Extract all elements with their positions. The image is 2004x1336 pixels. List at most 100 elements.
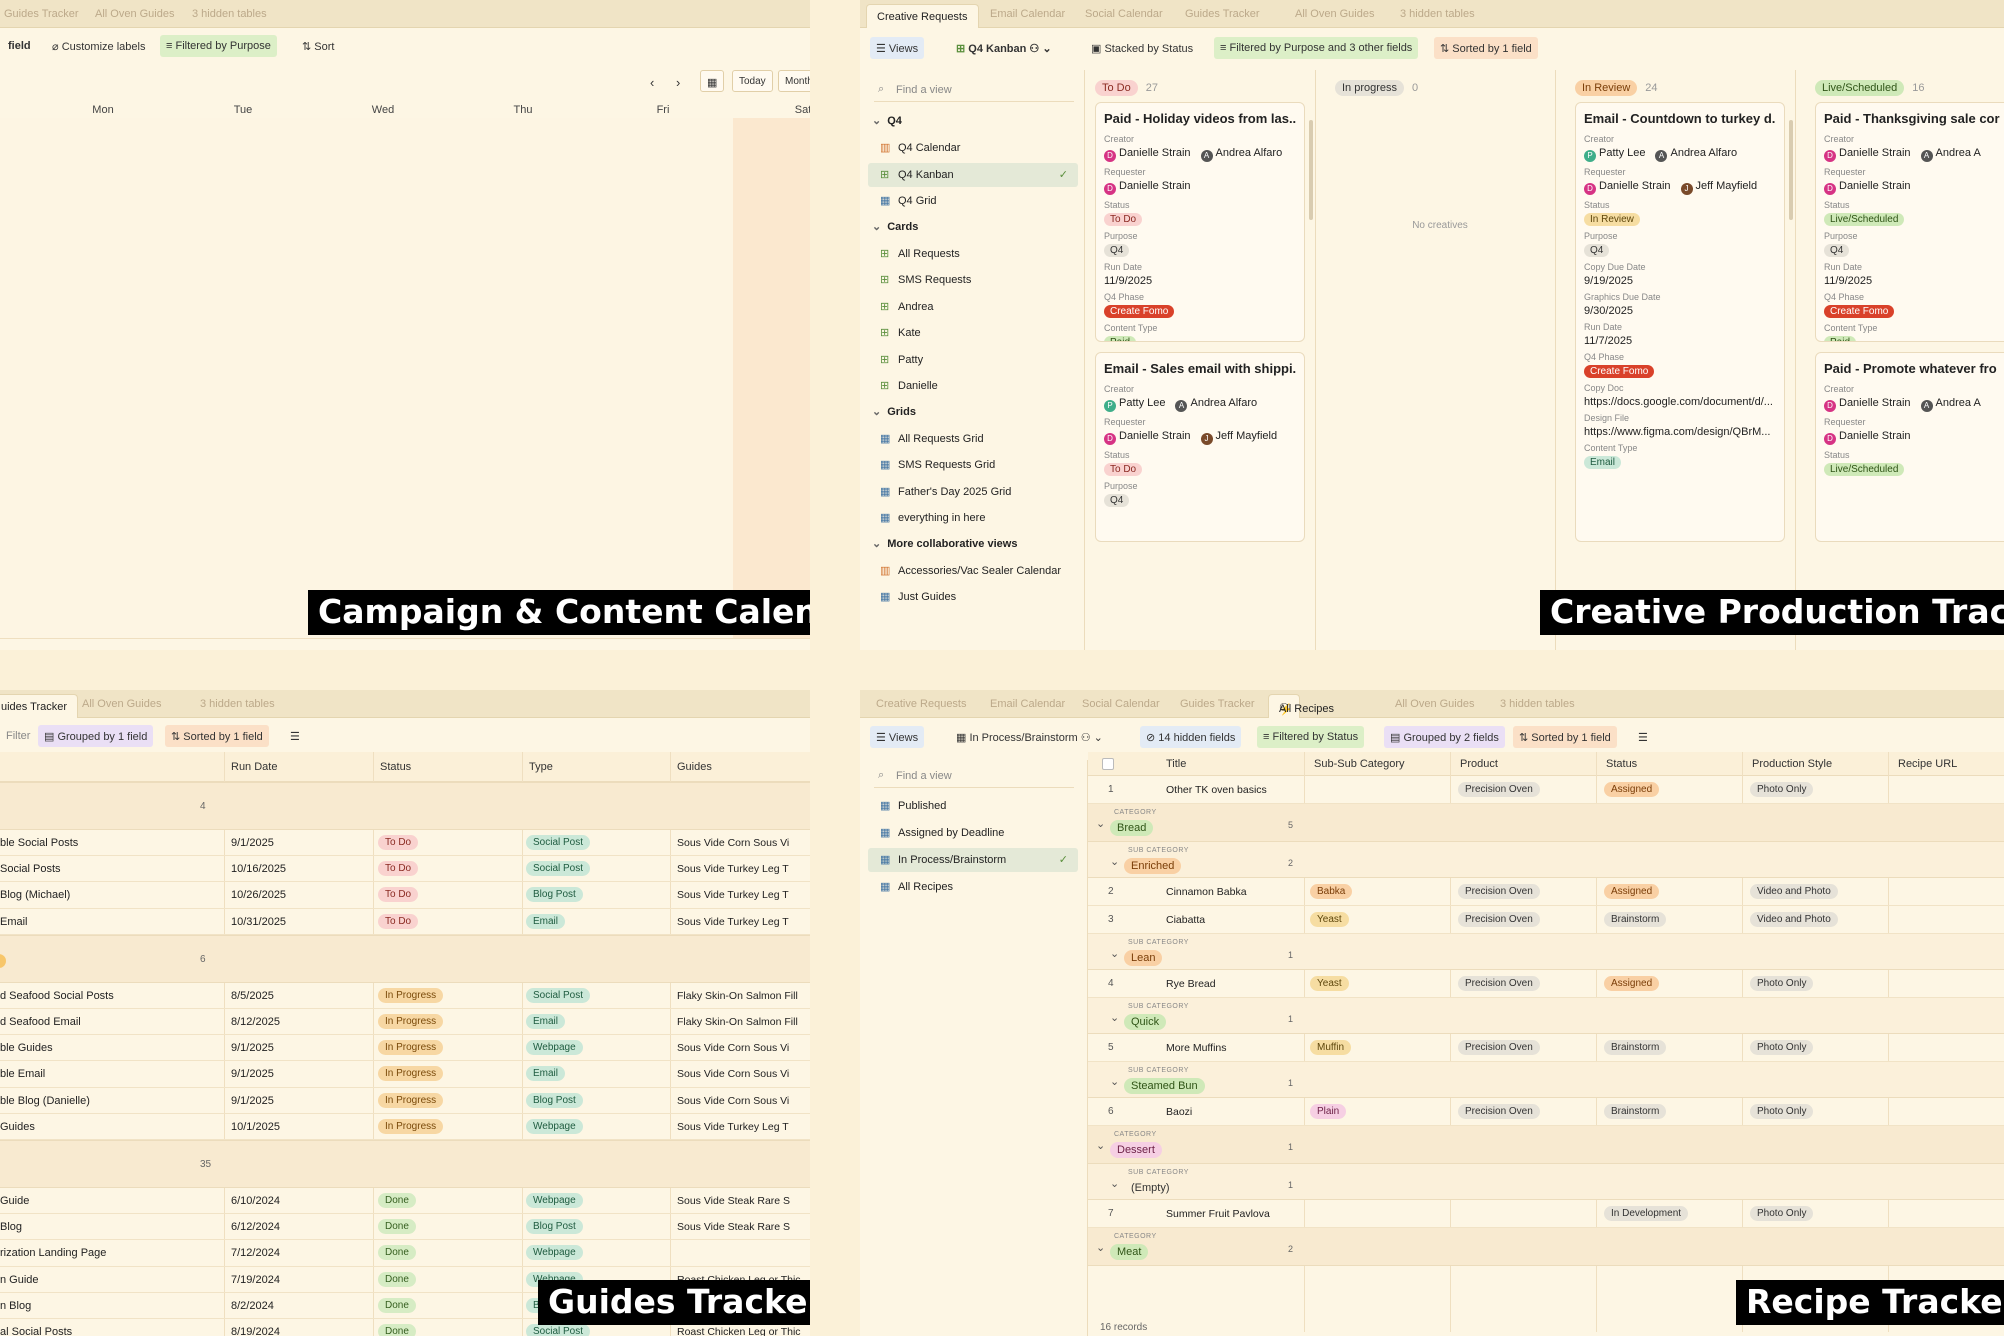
col-run-date[interactable]: Run Date <box>231 761 278 773</box>
table-row[interactable]: al Social Posts 8/19/2024 Done Social Post R… <box>0 1319 810 1336</box>
kanban-card[interactable]: Paid - Holiday videos from las... Creator… <box>1095 102 1305 342</box>
table-row[interactable]: ble Blog (Danielle) 9/1/2025 In Progress Bl… <box>0 1088 810 1114</box>
table-row[interactable]: 7 Summer Fruit Pavlova In Development Photo… <box>1088 1200 2004 1228</box>
next-month-button[interactable]: › <box>676 75 681 90</box>
sidebar-item[interactable]: ▦ Published <box>868 794 1078 818</box>
find-view-input[interactable]: ⌕ Find a view <box>874 80 1074 102</box>
tab-all-oven-guides[interactable]: All Oven Guides <box>95 8 175 20</box>
sidebar-item[interactable]: ⊞ Patty <box>868 348 1078 372</box>
tab-email-calendar[interactable]: Email Calendar <box>990 8 1066 20</box>
sidebar-item[interactable]: ▥ Q4 Calendar <box>868 136 1078 160</box>
table-row[interactable]: Email 10/31/2025 To Do Email Sous Vide Turke… <box>0 909 810 935</box>
sidebar-item[interactable]: ▦ SMS Requests Grid <box>868 453 1078 477</box>
group-header[interactable]: 4 <box>0 782 810 830</box>
subcategory-group-header[interactable]: ⌄ SUB CATEGORY (Empty) 1 <box>1088 1164 2004 1200</box>
sidebar-item[interactable]: ▦ In Process/Brainstorm ✓ <box>868 848 1078 872</box>
views-button[interactable]: ☰ Views <box>870 37 925 59</box>
tab-social-calendar[interactable]: Social Calendar <box>1082 698 1160 710</box>
col-guides[interactable]: Guides <box>677 761 712 773</box>
table-row[interactable]: rization Landing Page 7/12/2024 Done Webpag… <box>0 1240 810 1267</box>
sidebar-item[interactable]: ▦ Just Guides <box>868 585 1078 609</box>
row-height-icon[interactable]: ☰ <box>290 731 300 743</box>
tab-all-oven-guides[interactable]: All Oven Guides <box>1295 8 1375 20</box>
tab-hidden-tables[interactable]: 3 hidden tables <box>200 698 275 710</box>
find-view-input[interactable]: ⌕ Find a view <box>874 766 1074 788</box>
col-status[interactable]: Status <box>1606 758 1638 770</box>
col-status[interactable]: Status <box>380 761 412 773</box>
sidebar-item[interactable]: ▥ Accessories/Vac Sealer Calendar <box>868 559 1078 583</box>
tab-guides-tracker[interactable]: Guides Tracker <box>1185 8 1260 20</box>
customize-labels-button[interactable]: ⌀ Customize labels <box>46 35 151 57</box>
table-row[interactable]: ble Guides 9/1/2025 In Progress Webpage Sous… <box>0 1035 810 1062</box>
subcategory-group-header[interactable]: ⌄ SUB CATEGORY Steamed Bun 1 <box>1088 1062 2004 1098</box>
table-row[interactable]: ble Social Posts 9/1/2025 To Do Social Post… <box>0 830 810 857</box>
sidebar-section-1[interactable]: ⌄ Cards <box>872 220 918 233</box>
sort-button[interactable]: ⇅ Sorted by 1 field <box>165 725 269 747</box>
table-row[interactable]: 1 Other TK oven basics Precision Oven Assig… <box>1088 776 2004 804</box>
today-button[interactable]: Today <box>732 70 773 92</box>
table-row[interactable]: Guide 6/10/2024 Done Webpage Sous Vide Steak… <box>0 1188 810 1215</box>
sidebar-item[interactable]: ⊞ Andrea <box>868 295 1078 319</box>
category-group-header[interactable]: ⌄ CATEGORY Meat 2 <box>1088 1228 2004 1266</box>
tab-guides-tracker[interactable]: uides Tracker <box>0 694 79 718</box>
scrollbar[interactable] <box>1309 120 1313 220</box>
group-header[interactable]: 35 <box>0 1140 810 1188</box>
month-button[interactable]: Month <box>778 70 810 92</box>
sort-button[interactable]: ⇅ Sorted by 1 field <box>1434 37 1538 59</box>
kanban-card[interactable]: Paid - Thanksgiving sale cor Creator D Dani… <box>1815 102 2004 342</box>
row-height-icon[interactable]: ☰ <box>1638 732 1648 744</box>
tab-social-calendar[interactable]: Social Calendar <box>1085 8 1163 20</box>
kanban-card[interactable]: Paid - Promote whatever fro Creator D Danie… <box>1815 352 2004 542</box>
column-header[interactable]: Live/Scheduled 16 <box>1815 80 1924 96</box>
filter-button[interactable]: ≡ Filtered by Purpose and 3 other fields <box>1214 37 1419 59</box>
calendar-icon[interactable]: ▦ <box>700 70 725 92</box>
sidebar-item[interactable]: ▦ Father's Day 2025 Grid <box>868 480 1078 504</box>
views-button[interactable]: ☰ Views <box>870 726 925 748</box>
current-view-button[interactable]: ⊞ Q4 Kanban ⚇ ⌄ <box>956 43 1052 55</box>
table-row[interactable]: Blog 6/12/2024 Done Blog Post Sous Vide Stea… <box>0 1214 810 1241</box>
sidebar-section-2[interactable]: ⌄ Grids <box>872 405 916 418</box>
tab-creative-requests[interactable]: Creative Requests <box>866 4 979 28</box>
select-all-checkbox[interactable] <box>1102 758 1114 770</box>
scrollbar[interactable] <box>1789 120 1793 220</box>
sidebar-item[interactable]: ▦ Assigned by Deadline <box>868 821 1078 845</box>
group-header[interactable]: 6 <box>0 934 810 983</box>
subcategory-group-header[interactable]: ⌄ SUB CATEGORY Enriched 2 <box>1088 842 2004 878</box>
sidebar-item[interactable]: ▦ All Requests Grid <box>868 427 1078 451</box>
tab-guides-tracker[interactable]: Guides Tracker <box>1180 698 1255 710</box>
table-row[interactable]: Blog (Michael) 10/26/2025 To Do Blog Post So… <box>0 882 810 909</box>
sort-button[interactable]: ⇅ Sorted by 1 field <box>1513 726 1617 748</box>
col-title[interactable]: Title <box>1166 758 1187 770</box>
table-row[interactable]: Guides 10/1/2025 In Progress Webpage Sous Vi… <box>0 1114 810 1140</box>
col-recipe-url[interactable]: Recipe URL <box>1898 758 1958 770</box>
category-group-header[interactable]: ⌄ CATEGORY Bread 5 <box>1088 804 2004 842</box>
group-button[interactable]: ▤ Grouped by 1 field <box>38 725 154 747</box>
tab-all-recipes[interactable]: ⚡ All Recipes ⚇ <box>1268 694 1334 718</box>
tab-all-oven-guides[interactable]: All Oven Guides <box>1395 698 1475 710</box>
sidebar-item[interactable]: ▦ All Recipes <box>868 875 1078 899</box>
col-production-style[interactable]: Production Style <box>1752 758 1833 770</box>
tab-hidden-tables[interactable]: 3 hidden tables <box>192 8 267 20</box>
sidebar-item[interactable]: ⊞ Danielle <box>868 374 1078 398</box>
filter-button[interactable]: ≡ Filtered by Purpose <box>160 35 277 57</box>
sidebar-section-3[interactable]: ⌄ More collaborative views <box>872 537 1017 550</box>
subcategory-group-header[interactable]: ⌄ SUB CATEGORY Lean 1 <box>1088 934 2004 970</box>
tab-email-calendar[interactable]: Email Calendar <box>990 698 1066 710</box>
prev-month-button[interactable]: ‹ <box>650 75 655 90</box>
col-sub-sub-category[interactable]: Sub-Sub Category <box>1314 758 1405 770</box>
table-row[interactable]: 2 Cinnamon Babka Babka Precision Oven Assign… <box>1088 878 2004 906</box>
table-row[interactable]: 6 Baozi Plain Precision Oven Brainstorm Photo… <box>1088 1098 2004 1126</box>
stack-button[interactable]: ▣ Stacked by Status <box>1085 37 1199 59</box>
col-type[interactable]: Type <box>529 761 553 773</box>
column-header[interactable]: In progress 0 <box>1335 80 1418 96</box>
col-product[interactable]: Product <box>1460 758 1498 770</box>
table-row[interactable]: 3 Ciabatta Yeast Precision Oven Brainstorm Vi… <box>1088 906 2004 934</box>
tab-guides-tracker[interactable]: Guides Tracker <box>4 8 79 20</box>
tab-hidden-tables[interactable]: 3 hidden tables <box>1400 8 1475 20</box>
kanban-card[interactable]: Email - Sales email with shippi... Creato… <box>1095 352 1305 542</box>
table-row[interactable]: Social Posts 10/16/2025 To Do Social Post So… <box>0 856 810 883</box>
field-button[interactable]: field <box>8 40 31 52</box>
sidebar-item[interactable]: ⊞ Q4 Kanban ✓ <box>868 162 1078 187</box>
sidebar-item[interactable]: ⊞ SMS Requests <box>868 268 1078 292</box>
column-header[interactable]: To Do 27 <box>1095 80 1158 96</box>
